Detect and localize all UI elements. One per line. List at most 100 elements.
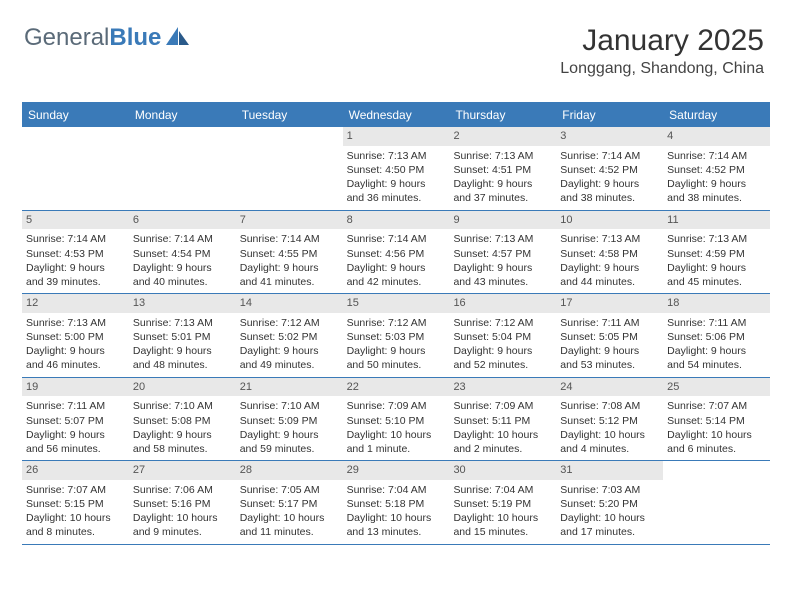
day-number: 22 — [343, 378, 450, 397]
sunset-text: Sunset: 5:16 PM — [133, 497, 232, 511]
day-header-sun: Sunday — [22, 104, 129, 127]
calendar: Sunday Monday Tuesday Wednesday Thursday… — [22, 102, 770, 545]
day-number: 6 — [129, 211, 236, 230]
day-cell: 28 Sunrise: 7:05 AMSunset: 5:17 PMDayligh… — [236, 461, 343, 544]
daylight-text-2: and 52 minutes. — [453, 358, 552, 372]
daylight-text: Daylight: 9 hours — [347, 344, 446, 358]
daylight-text: Daylight: 9 hours — [560, 177, 659, 191]
sunrise-text: Sunrise: 7:12 AM — [453, 316, 552, 330]
sunset-text: Sunset: 5:19 PM — [453, 497, 552, 511]
sunrise-text: Sunrise: 7:14 AM — [133, 232, 232, 246]
daylight-text-2: and 58 minutes. — [133, 442, 232, 456]
day-info: Sunrise: 7:13 AMSunset: 4:58 PMDaylight:… — [560, 232, 659, 289]
sunset-text: Sunset: 5:04 PM — [453, 330, 552, 344]
sunrise-text: Sunrise: 7:14 AM — [667, 149, 766, 163]
sunset-text: Sunset: 5:03 PM — [347, 330, 446, 344]
day-number: 23 — [449, 378, 556, 397]
day-number: 28 — [236, 461, 343, 480]
sunrise-text: Sunrise: 7:11 AM — [667, 316, 766, 330]
daylight-text: Daylight: 9 hours — [453, 261, 552, 275]
daylight-text: Daylight: 10 hours — [347, 511, 446, 525]
header: January 2025 Longgang, Shandong, China — [560, 24, 764, 78]
sunset-text: Sunset: 4:59 PM — [667, 247, 766, 261]
day-cell: 21Sunrise: 7:10 AMSunset: 5:09 PMDayligh… — [236, 378, 343, 461]
sunset-text: Sunset: 4:51 PM — [453, 163, 552, 177]
daylight-text: Daylight: 10 hours — [26, 511, 125, 525]
sunset-text: Sunset: 5:01 PM — [133, 330, 232, 344]
daylight-text-2: and 38 minutes. — [667, 191, 766, 205]
daylight-text-2: and 44 minutes. — [560, 275, 659, 289]
daylight-text-2: and 40 minutes. — [133, 275, 232, 289]
day-info: Sunrise: 7:13 AMSunset: 4:59 PMDaylight:… — [667, 232, 766, 289]
day-cell: 8Sunrise: 7:14 AMSunset: 4:56 PMDaylight… — [343, 211, 450, 294]
sunrise-text: Sunrise: 7:07 AM — [26, 483, 125, 497]
day-info: Sunrise: 7:08 AMSunset: 5:12 PMDaylight:… — [560, 399, 659, 456]
daylight-text: Daylight: 9 hours — [133, 261, 232, 275]
day-number: 14 — [236, 294, 343, 313]
sunset-text: Sunset: 5:11 PM — [453, 414, 552, 428]
day-cell: 22Sunrise: 7:09 AMSunset: 5:10 PMDayligh… — [343, 378, 450, 461]
day-info: Sunrise: 7:13 AMSunset: 5:00 PMDaylight:… — [26, 316, 125, 373]
daylight-text-2: and 50 minutes. — [347, 358, 446, 372]
daylight-text-2: and 2 minutes. — [453, 442, 552, 456]
day-number: 29 — [343, 461, 450, 480]
sunrise-text: Sunrise: 7:14 AM — [240, 232, 339, 246]
daylight-text-2: and 4 minutes. — [560, 442, 659, 456]
day-cell: 13Sunrise: 7:13 AMSunset: 5:01 PMDayligh… — [129, 294, 236, 377]
day-cell: 2Sunrise: 7:13 AMSunset: 4:51 PMDaylight… — [449, 127, 556, 210]
daylight-text: Daylight: 9 hours — [453, 344, 552, 358]
daylight-text-2: and 9 minutes. — [133, 525, 232, 539]
daylight-text-2: and 43 minutes. — [453, 275, 552, 289]
daylight-text-2: and 41 minutes. — [240, 275, 339, 289]
day-number: 7 — [236, 211, 343, 230]
day-info: Sunrise: 7:04 AMSunset: 5:18 PMDaylight:… — [347, 483, 446, 540]
daylight-text-2: and 1 minute. — [347, 442, 446, 456]
daylight-text-2: and 17 minutes. — [560, 525, 659, 539]
day-number: 26 — [22, 461, 129, 480]
day-cell: 12Sunrise: 7:13 AMSunset: 5:00 PMDayligh… — [22, 294, 129, 377]
daylight-text: Daylight: 9 hours — [347, 261, 446, 275]
daylight-text-2: and 8 minutes. — [26, 525, 125, 539]
day-header-sat: Saturday — [663, 104, 770, 127]
day-info: Sunrise: 7:13 AMSunset: 5:01 PMDaylight:… — [133, 316, 232, 373]
daylight-text-2: and 46 minutes. — [26, 358, 125, 372]
day-info: Sunrise: 7:14 AMSunset: 4:52 PMDaylight:… — [560, 149, 659, 206]
sunset-text: Sunset: 5:20 PM — [560, 497, 659, 511]
sunrise-text: Sunrise: 7:08 AM — [560, 399, 659, 413]
week-row: 1Sunrise: 7:13 AM Sunset: 4:50 PM Daylight… — [22, 127, 770, 211]
day-number: 1 — [343, 127, 450, 146]
sunset-text: Sunset: 4:52 PM — [560, 163, 659, 177]
day-number: 24 — [556, 378, 663, 397]
sunset-text: Sunset: 5:14 PM — [667, 414, 766, 428]
sunrise-text: Sunrise: 7:13 AM — [453, 149, 552, 163]
logo-sail-icon — [165, 25, 191, 52]
daylight-text: Daylight: 10 hours — [560, 511, 659, 525]
week-row: 5Sunrise: 7:14 AMSunset: 4:53 PMDaylight… — [22, 211, 770, 295]
sunrise-text: Sunrise: 7:12 AM — [347, 316, 446, 330]
day-info: Sunrise: 7:05 AMSunset: 5:17 PMDaylight:… — [240, 483, 339, 540]
sunset-text: Sunset: 4:50 PM — [347, 163, 446, 177]
day-cell: 17Sunrise: 7:11 AMSunset: 5:05 PMDayligh… — [556, 294, 663, 377]
day-cell — [129, 127, 236, 210]
daylight-text: Daylight: 9 hours — [667, 177, 766, 191]
daylight-text: Daylight: 10 hours — [453, 511, 552, 525]
sunset-text: Sunset: 5:12 PM — [560, 414, 659, 428]
day-cell: 1Sunrise: 7:13 AMSunset: 4:50 PMDaylight… — [343, 127, 450, 210]
sunset-text: Sunset: 5:15 PM — [26, 497, 125, 511]
daylight-text: Daylight: 9 hours — [26, 261, 125, 275]
day-number: 20 — [129, 378, 236, 397]
day-cell: 9Sunrise: 7:13 AMSunset: 4:57 PMDaylight… — [449, 211, 556, 294]
day-number: 17 — [556, 294, 663, 313]
day-info: Sunrise: 7:14 AMSunset: 4:54 PMDaylight:… — [133, 232, 232, 289]
day-number: 11 — [663, 211, 770, 230]
day-cell — [236, 127, 343, 210]
sunset-text: Sunset: 4:54 PM — [133, 247, 232, 261]
day-cell: 24 Sunrise: 7:08 AMSunset: 5:12 PMDayligh… — [556, 378, 663, 461]
daylight-text: Daylight: 9 hours — [133, 344, 232, 358]
day-cell: 23Sunrise: 7:09 AMSunset: 5:11 PMDayligh… — [449, 378, 556, 461]
day-number: 16 — [449, 294, 556, 313]
daylight-text: Daylight: 9 hours — [133, 428, 232, 442]
sunset-text: Sunset: 5:10 PM — [347, 414, 446, 428]
day-info: Sunrise: 7:06 AMSunset: 5:16 PMDaylight:… — [133, 483, 232, 540]
sunrise-text: Sunrise: 7:09 AM — [347, 399, 446, 413]
